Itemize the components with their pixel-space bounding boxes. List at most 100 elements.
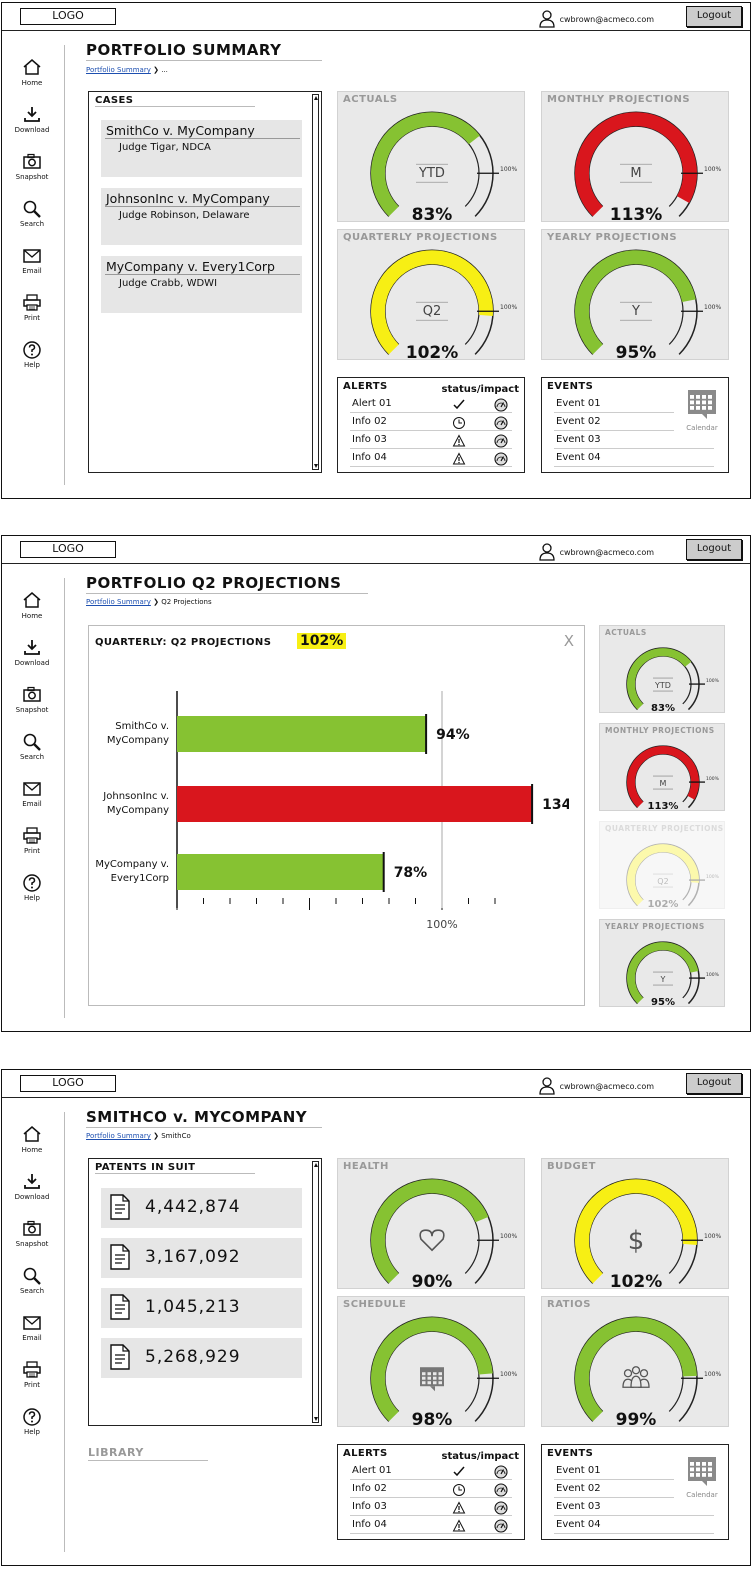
gauge-card-ratios[interactable]: RATIOS 100% 99%: [541, 1296, 729, 1428]
gauge-card-health[interactable]: HEALTH 100% 90%: [337, 1158, 525, 1290]
sidebar-item-home[interactable]: Home: [8, 58, 56, 105]
case-card[interactable]: JohnsonInc v. MyCompany Judge Robinson, D…: [101, 188, 302, 245]
event-item[interactable]: Event 03: [556, 1501, 601, 1512]
user-icon: [538, 10, 555, 28]
event-item[interactable]: Event 01: [556, 1465, 601, 1476]
calendar-button[interactable]: Calendar: [682, 1453, 722, 1499]
patents-scrollbar[interactable]: [312, 1161, 319, 1423]
sidebar-item-download[interactable]: Download: [8, 638, 56, 685]
event-item[interactable]: Event 02: [556, 416, 601, 427]
case-judge: Judge Robinson, Delaware: [119, 210, 250, 221]
sidebar-item-email[interactable]: Email: [8, 1313, 56, 1360]
sidebar-item-print[interactable]: Print: [8, 293, 56, 340]
case-card[interactable]: MyCompany v. Every1Corp Judge Crabb, WDWI: [101, 256, 302, 313]
alert-item[interactable]: Alert 01: [352, 398, 392, 409]
gauge-card-quarterly-projections[interactable]: QUARTERLY PROJECTIONS 100% Q2 102%: [337, 229, 525, 361]
home-icon: [23, 59, 41, 75]
alert-item[interactable]: Info 03: [352, 434, 387, 445]
category-label: Every1Corp: [111, 873, 169, 884]
patents-panel: PATENTS IN SUIT 4,442,874 3,167,092 1,045,…: [88, 1158, 322, 1426]
sidebar-item-search[interactable]: Search: [8, 1266, 56, 1313]
alert-item[interactable]: Info 04: [352, 452, 387, 463]
patent-card[interactable]: 5,268,929: [101, 1338, 302, 1378]
sidebar-item-email[interactable]: Email: [8, 246, 56, 293]
breadcrumb: Portfolio Summary ❯ ...: [86, 66, 168, 74]
event-item[interactable]: Event 04: [556, 452, 601, 463]
event-item[interactable]: Event 02: [556, 1483, 601, 1494]
alert-item[interactable]: Info 04: [352, 1519, 387, 1530]
calendar-button[interactable]: Calendar: [682, 386, 722, 432]
sidebar-item-home[interactable]: Home: [8, 1125, 56, 1172]
gauge-title: RATIOS: [547, 1299, 591, 1310]
breadcrumb-link[interactable]: Portfolio Summary: [86, 598, 151, 606]
alert-divider: [350, 1497, 512, 1498]
event-item[interactable]: Event 01: [556, 398, 601, 409]
status-impact-header: status/impact: [441, 1451, 519, 1462]
gauge-card-quarterly-projections[interactable]: QUARTERLY PROJECTIONS 100% Q2 102%: [599, 821, 725, 910]
user-info[interactable]: cwbrown@acmeco.com: [538, 1077, 654, 1095]
dollar-icon: $: [628, 1226, 645, 1256]
case-underline: [105, 274, 300, 275]
gauge-dial: 100% 99%: [574, 1316, 721, 1428]
breadcrumb-link[interactable]: Portfolio Summary: [86, 66, 151, 74]
user-info[interactable]: cwbrown@acmeco.com: [538, 10, 654, 28]
case-card[interactable]: SmithCo v. MyCompany Judge Tigar, NDCA: [101, 120, 302, 177]
gauge-card-budget[interactable]: BUDGET 100% $102%: [541, 1158, 729, 1290]
logout-button[interactable]: Logout: [686, 1073, 742, 1094]
user-email: cwbrown@acmeco.com: [559, 14, 654, 24]
sidebar-item-snapshot[interactable]: Snapshot: [8, 152, 56, 199]
gauge-card-actuals[interactable]: ACTUALS 100% YTD 83%: [599, 625, 725, 714]
sidebar-item-help[interactable]: Help: [8, 340, 56, 387]
sidebar-item-download[interactable]: Download: [8, 105, 56, 152]
sidebar: Home Download Snapshot Search Email Print Help: [8, 591, 56, 920]
sidebar-item-search[interactable]: Search: [8, 199, 56, 246]
patent-card[interactable]: 3,167,092: [101, 1238, 302, 1278]
bar[interactable]: [177, 786, 533, 822]
gauge-card-yearly-projections[interactable]: YEARLY PROJECTIONS 100% Y 95%: [599, 919, 725, 1008]
sidebar-item-search[interactable]: Search: [8, 732, 56, 779]
event-item[interactable]: Event 03: [556, 434, 601, 445]
event-item[interactable]: Event 04: [556, 1519, 601, 1530]
logo[interactable]: LOGO: [20, 541, 116, 558]
alert-item[interactable]: Alert 01: [352, 1465, 392, 1476]
gauge-card-yearly-projections[interactable]: YEARLY PROJECTIONS 100% Y 95%: [541, 229, 729, 361]
gauge-card-schedule[interactable]: SCHEDULE 100% 98%: [337, 1296, 525, 1428]
logout-button[interactable]: Logout: [686, 6, 742, 27]
gauge-fill: [371, 1317, 493, 1422]
event-divider: [554, 1515, 714, 1516]
bar[interactable]: [177, 854, 384, 890]
sidebar-item-snapshot[interactable]: Snapshot: [8, 1219, 56, 1266]
logo[interactable]: LOGO: [20, 1075, 116, 1092]
user-info[interactable]: cwbrown@acmeco.com: [538, 543, 654, 561]
alert-item[interactable]: Info 02: [352, 1483, 387, 1494]
cases-scrollbar[interactable]: [312, 94, 319, 470]
sidebar-item-snapshot[interactable]: Snapshot: [8, 685, 56, 732]
library-label[interactable]: LIBRARY: [88, 1446, 144, 1459]
clock-icon: [453, 417, 465, 429]
cases-title: CASES: [95, 95, 134, 106]
alert-item[interactable]: Info 03: [352, 1501, 387, 1512]
close-button[interactable]: X: [563, 632, 574, 650]
sidebar-item-download[interactable]: Download: [8, 1172, 56, 1219]
gauge-card-actuals[interactable]: ACTUALS 100% YTD 83%: [337, 91, 525, 223]
sidebar-item-help[interactable]: Help: [8, 873, 56, 920]
gauge-card-monthly-projections[interactable]: MONTHLY PROJECTIONS 100% M 113%: [541, 91, 729, 223]
patent-card[interactable]: 4,442,874: [101, 1188, 302, 1228]
bar[interactable]: [177, 716, 427, 752]
event-divider: [554, 412, 674, 413]
sidebar-item-print[interactable]: Print: [8, 826, 56, 873]
breadcrumb-link[interactable]: Portfolio Summary: [86, 1132, 151, 1140]
gauge-percent: 113%: [610, 205, 663, 223]
gauge-card-monthly-projections[interactable]: MONTHLY PROJECTIONS 100% M 113%: [599, 723, 725, 812]
alert-item[interactable]: Info 02: [352, 416, 387, 427]
logo[interactable]: LOGO: [20, 8, 116, 25]
impact-gauge-icon: [494, 1465, 508, 1479]
page-title: PORTFOLIO SUMMARY: [86, 41, 282, 59]
patent-card[interactable]: 1,045,213: [101, 1288, 302, 1328]
logout-button[interactable]: Logout: [686, 539, 742, 560]
gauge-ref-label: 100%: [704, 166, 721, 173]
sidebar-item-print[interactable]: Print: [8, 1360, 56, 1407]
sidebar-item-home[interactable]: Home: [8, 591, 56, 638]
sidebar-item-help[interactable]: Help: [8, 1407, 56, 1454]
sidebar-item-email[interactable]: Email: [8, 779, 56, 826]
